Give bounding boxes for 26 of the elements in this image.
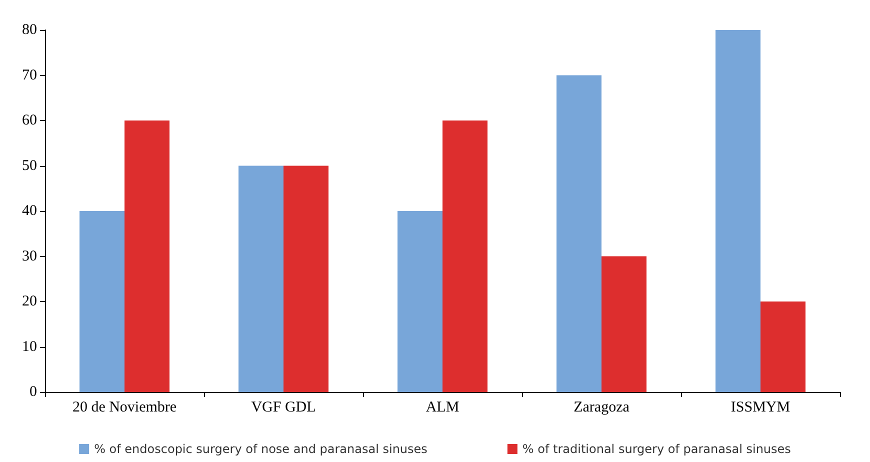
bar <box>556 75 602 392</box>
y-tick-label: 0 <box>30 384 37 400</box>
bar <box>80 211 124 392</box>
bar <box>238 166 284 392</box>
y-tick-label: 10 <box>22 338 37 355</box>
bar <box>442 120 488 392</box>
x-tick-label: ISSMYM <box>730 400 790 416</box>
bar <box>398 211 442 392</box>
bar <box>760 302 806 392</box>
bar <box>602 256 646 392</box>
y-tick-label: 70 <box>22 67 37 84</box>
legend-label: % of endoscopic surgery of nose and paranasal sinuses <box>94 442 428 456</box>
y-tick-label: 30 <box>22 248 37 264</box>
y-tick-label: 80 <box>22 22 37 38</box>
x-tick-label: 20 de Noviembre <box>72 400 177 416</box>
y-tick-label: 50 <box>22 158 37 174</box>
y-tick-label: 20 <box>22 294 37 310</box>
bar <box>124 120 170 392</box>
x-tick-label: ALM <box>426 400 460 416</box>
y-tick-label: 60 <box>22 112 37 128</box>
x-tick-label: VGF GDL <box>251 400 316 416</box>
bar <box>284 166 328 392</box>
x-tick-label: Zaragoza <box>574 400 630 416</box>
legend-label: % of traditional surgery of paranasal sinuses <box>522 442 791 456</box>
bar <box>716 30 760 392</box>
y-tick-label: 40 <box>22 203 37 219</box>
